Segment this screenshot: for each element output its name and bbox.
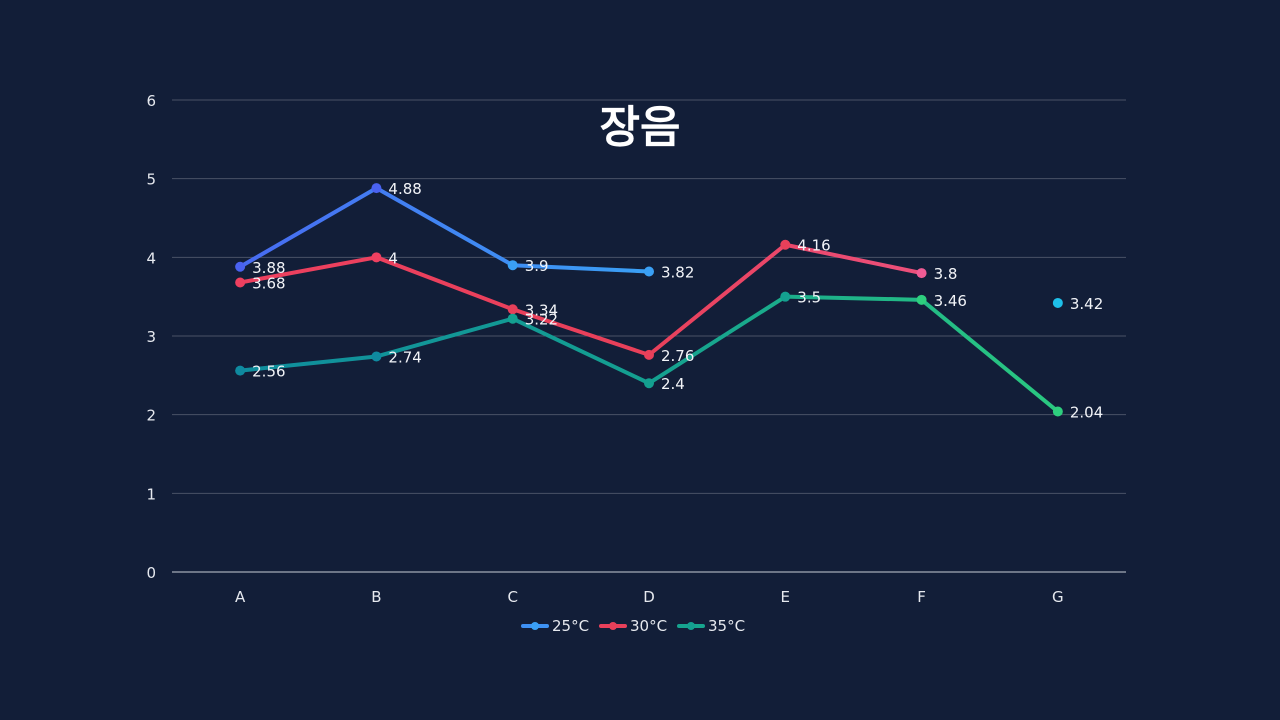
data-label: 2.56	[252, 363, 285, 381]
y-tick-label: 1	[146, 485, 156, 503]
data-label: 2.04	[1070, 404, 1103, 422]
data-point[interactable]	[644, 349, 654, 360]
x-tick-label: C	[507, 588, 517, 606]
data-point[interactable]	[1052, 297, 1063, 308]
data-label: 4	[388, 249, 398, 267]
data-point[interactable]	[507, 313, 518, 324]
x-tick-label: G	[1052, 588, 1064, 606]
legend-item[interactable]: 30°C	[599, 617, 667, 635]
data-label: 3.42	[1070, 295, 1103, 313]
data-point[interactable]	[916, 294, 927, 305]
x-tick-label: D	[643, 588, 655, 606]
legend[interactable]: 25°C 30°C 35°C	[521, 617, 745, 635]
series-points	[235, 183, 1063, 417]
data-point[interactable]	[371, 351, 382, 362]
data-point[interactable]	[235, 277, 246, 288]
legend-label: 30°C	[630, 617, 667, 635]
data-label: 2.74	[388, 348, 421, 366]
data-point[interactable]	[371, 252, 382, 263]
data-label: 2.76	[661, 347, 694, 365]
data-point[interactable]	[235, 365, 246, 376]
y-tick-label: 0	[146, 564, 156, 582]
data-label: 4.16	[797, 237, 830, 255]
x-tick-label: B	[371, 588, 381, 606]
data-label: 3.34	[525, 301, 558, 319]
data-point[interactable]	[235, 261, 246, 272]
x-tick-label: F	[917, 588, 926, 606]
series-line	[238, 242, 924, 357]
data-label: 2.4	[661, 375, 685, 393]
y-tick-label: 6	[146, 92, 156, 110]
legend-item[interactable]: 35°C	[677, 617, 745, 635]
data-point[interactable]	[644, 266, 654, 277]
legend-item[interactable]: 25°C	[521, 617, 589, 635]
y-axis-ticks: 0 1 2 3 4 5 6	[146, 92, 156, 582]
x-tick-label: A	[235, 588, 246, 606]
data-point[interactable]	[507, 260, 518, 271]
chart-title: 장음	[600, 102, 681, 153]
data-point[interactable]	[780, 239, 791, 250]
data-label: 4.88	[388, 180, 421, 198]
y-tick-label: 5	[146, 171, 156, 189]
legend-label: 35°C	[708, 617, 745, 635]
data-label: 3.5	[797, 289, 821, 307]
data-point[interactable]	[371, 183, 382, 194]
data-label: 3.68	[252, 275, 285, 293]
legend-label: 25°C	[552, 617, 589, 635]
x-tick-label: E	[781, 588, 790, 606]
data-point[interactable]	[1052, 406, 1063, 417]
data-label: 3.46	[934, 292, 967, 310]
y-tick-label: 4	[146, 249, 156, 267]
legend-marker	[531, 622, 539, 630]
y-tick-label: 3	[146, 328, 156, 346]
data-label: 3.88	[252, 259, 285, 277]
legend-marker	[687, 622, 695, 630]
x-axis-ticks: A B C D E F G	[235, 588, 1064, 606]
data-point[interactable]	[507, 304, 518, 315]
data-point[interactable]	[916, 268, 927, 279]
data-label: 3.22	[525, 311, 558, 329]
data-point[interactable]	[644, 378, 654, 389]
data-label: 3.82	[661, 263, 694, 281]
legend-marker	[609, 622, 617, 630]
data-label: 3.8	[934, 265, 958, 283]
data-label: 3.9	[525, 257, 549, 275]
data-point[interactable]	[780, 291, 791, 302]
gridlines	[172, 99, 1126, 573]
data-labels: 3.88 4.88 3.9 3.82 3.42 3.68 4 3.34 2.76 4.16 3.8 2…	[252, 180, 1103, 421]
y-tick-label: 2	[146, 407, 156, 425]
series-line	[240, 188, 1058, 303]
